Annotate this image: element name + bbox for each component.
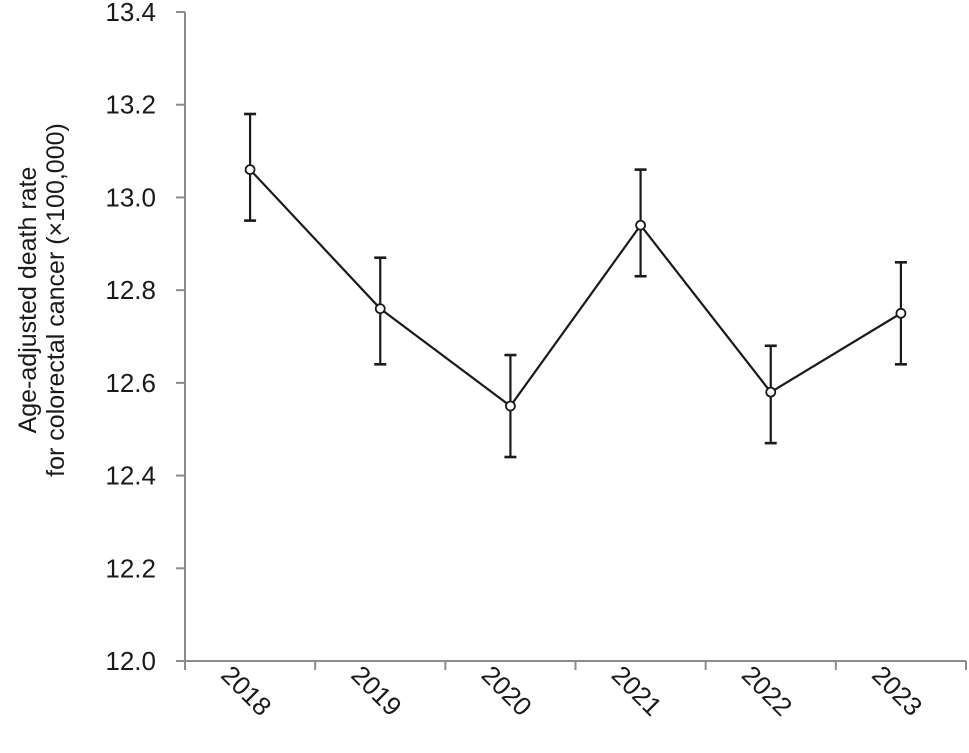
y-tick-label: 12.8	[105, 275, 156, 305]
data-point	[765, 386, 777, 398]
y-tick-label: 12.4	[105, 461, 156, 491]
series-line	[249, 168, 902, 408]
y-tick-label: 12.2	[105, 553, 156, 583]
y-tick-label: 13.4	[105, 0, 156, 27]
x-tick-label: 2020	[476, 660, 538, 722]
y-tick-label: 13.0	[105, 182, 156, 212]
y-axis-title-line-1: Age-adjusted death rate	[14, 167, 42, 434]
y-axis: 12.0 12.2 12.4 12.6 12.8 13.0 13.2 13.4	[105, 0, 186, 676]
x-axis: 2018 2019 2020 2021 2022 2023	[184, 660, 967, 722]
y-tick-label: 12.0	[105, 646, 156, 676]
x-tick-label: 2023	[866, 660, 928, 722]
y-axis-title: Age-adjusted death rate for colorectal c…	[14, 123, 70, 477]
y-tick-label: 12.6	[105, 368, 156, 398]
y-tick-label: 13.2	[105, 90, 156, 120]
plot-area	[244, 112, 907, 459]
x-tick-label: 2018	[215, 660, 277, 722]
data-point	[374, 303, 386, 315]
data-point	[244, 164, 256, 176]
data-point	[505, 400, 516, 412]
y-axis-title-line-2: for colorectal cancer (×100,000)	[42, 123, 70, 477]
x-tick-label: 2019	[346, 660, 408, 722]
data-point	[895, 307, 907, 319]
x-tick-label: 2021	[606, 660, 668, 722]
data-point	[635, 219, 646, 231]
x-tick-label: 2022	[736, 660, 798, 722]
